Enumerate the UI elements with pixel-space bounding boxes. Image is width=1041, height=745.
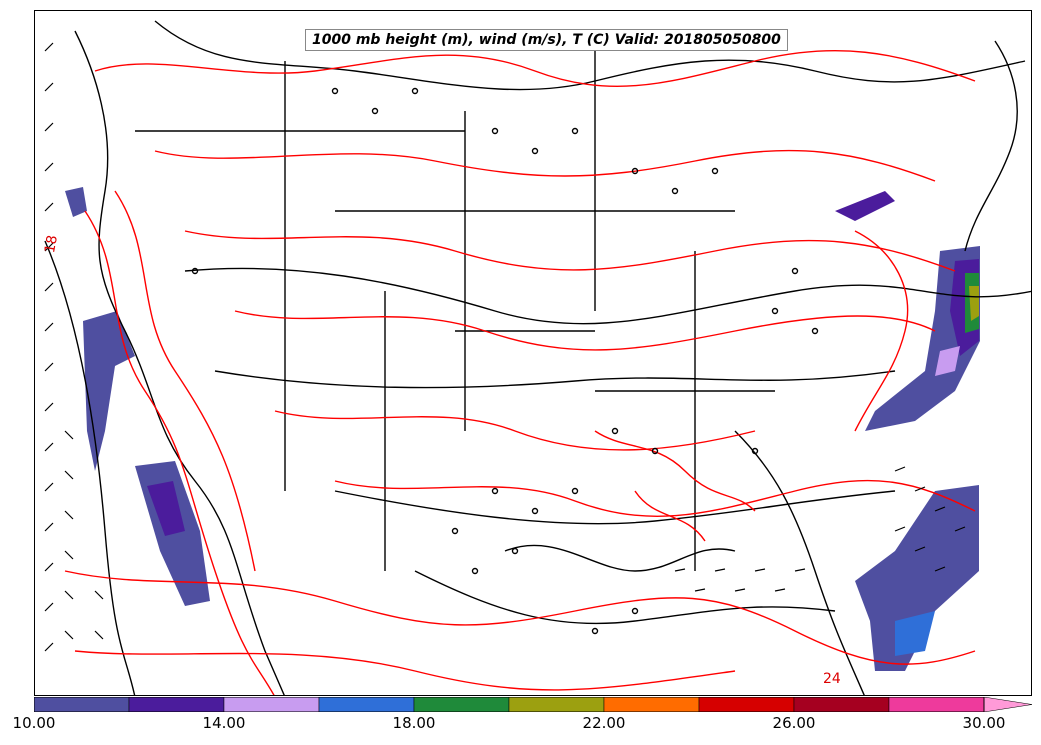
colorbar-segment — [34, 697, 130, 712]
shade-california — [83, 311, 135, 471]
map-title: 1000 mb height (m), wind (m/s), T (C) Va… — [305, 29, 788, 51]
map-canvas: 18 24 — [42, 20, 1031, 695]
contour-label-24: 24 — [823, 671, 841, 687]
colorbar-label: 30.00 — [962, 714, 1006, 732]
colorbar-segment — [603, 697, 700, 712]
colorbar-outline — [34, 697, 985, 712]
colorbar-segment — [318, 697, 415, 712]
shade-new-england — [835, 191, 895, 221]
colorbar-label: 18.00 — [392, 714, 436, 732]
colorbar-labels: 10.00 14.00 18.00 22.00 26.00 30.00 — [0, 714, 1041, 738]
shade-atlantic — [855, 485, 979, 671]
wind-barbs — [44, 42, 966, 652]
height-contours — [44, 20, 1031, 695]
shade-east-coast — [865, 246, 980, 431]
contour-label-18: 18 — [42, 234, 61, 254]
colorbar-segment — [223, 697, 320, 712]
colorbar-label: 22.00 — [582, 714, 626, 732]
shade-east-coast-4 — [969, 286, 979, 321]
shade-east-coast-5 — [935, 346, 960, 376]
colorbar-extend-triangle — [983, 697, 1032, 712]
shade-pacific-nw — [65, 187, 87, 217]
colorbar-segment — [793, 697, 890, 712]
colorbar-segment — [888, 697, 985, 712]
colorbar-segment — [508, 697, 605, 712]
colorbar-segment — [698, 697, 795, 712]
colorbar-label: 26.00 — [772, 714, 816, 732]
shade-atlantic-2 — [895, 611, 935, 656]
colorbar-segment — [413, 697, 510, 712]
colorbar-label: 10.00 — [12, 714, 56, 732]
calm-markers — [191, 87, 819, 635]
temperature-contours — [64, 49, 976, 695]
wind-shading — [65, 187, 980, 671]
colorbar-label: 14.00 — [202, 714, 246, 732]
colorbar — [34, 697, 1032, 712]
shade-baja-inner — [147, 481, 185, 536]
colorbar-segment — [128, 697, 225, 712]
map-panel: 18 24 1000 mb height (m), wind (m/s), T … — [34, 10, 1032, 696]
